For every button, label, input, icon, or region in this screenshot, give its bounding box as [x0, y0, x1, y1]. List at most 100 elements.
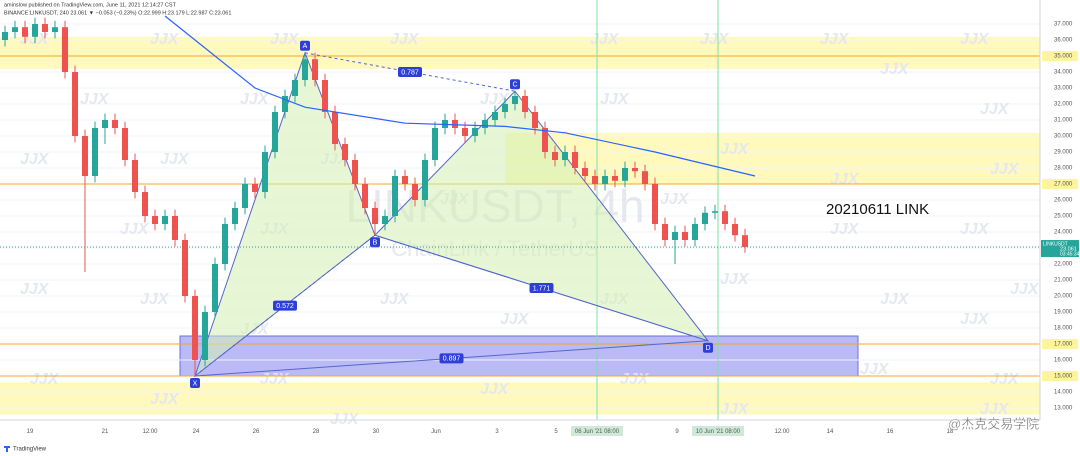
candle-body	[12, 27, 18, 32]
watermark-logo: JJX	[260, 371, 290, 388]
candle-body	[472, 128, 478, 136]
watermark-logo: JJX	[390, 31, 420, 48]
watermark-logo: JJX	[990, 161, 1020, 178]
publisher: aminslow published on TradingView.com, J…	[4, 2, 177, 8]
candle-body	[392, 176, 398, 216]
watermark-logo: JJX	[480, 381, 510, 398]
watermark-logo: JJX	[960, 311, 990, 328]
point-label: C	[512, 82, 517, 89]
candle-body	[342, 144, 348, 160]
candle-body	[502, 104, 508, 112]
candle-body	[302, 59, 308, 80]
x-tick-label: 14	[827, 429, 834, 435]
point-box	[510, 79, 520, 90]
candle-body	[142, 192, 148, 216]
y-tick-label: 16.000	[1054, 358, 1073, 364]
watermark-logo: JJX	[160, 151, 190, 168]
candle-body	[422, 160, 428, 200]
watermark-logo: JJX	[980, 401, 1010, 418]
candle-body	[722, 211, 728, 224]
ratio-label: 0.787	[401, 69, 419, 76]
watermark-logo: JJX	[860, 361, 890, 378]
candle-body	[592, 176, 598, 184]
last-price-value: 23.061	[1060, 246, 1077, 252]
watermark-logo: JJX	[150, 31, 180, 48]
candle-body	[222, 224, 228, 264]
candle-body	[632, 168, 638, 172]
y-tick-label: 32.000	[1054, 102, 1073, 108]
candle-body	[72, 72, 78, 136]
watermark-logo: JJX	[720, 271, 750, 288]
y-tick-label: 36.000	[1054, 38, 1073, 44]
candle-body	[542, 128, 548, 152]
candle-body	[402, 176, 408, 184]
point-box	[703, 342, 713, 353]
x-tick-label: 9	[675, 429, 679, 435]
candle-body	[662, 224, 668, 240]
y-tick-label: 27.000	[1054, 182, 1073, 188]
candle-body	[432, 128, 438, 160]
candle-body	[702, 212, 708, 224]
watermark-logo: JJX	[880, 291, 910, 308]
candle-body	[42, 24, 48, 32]
candle-body	[192, 296, 198, 360]
y-tick-label: 28.000	[1054, 166, 1073, 172]
level-tag	[1042, 339, 1078, 349]
y-tick-label: 33.000	[1054, 86, 1073, 92]
candle-body	[572, 152, 578, 168]
watermark-logo: JJX	[960, 221, 990, 238]
watermark-logo: JJX	[590, 31, 620, 48]
ratio-label: 0.572	[276, 303, 294, 310]
y-tick-label: 20.000	[1054, 294, 1073, 300]
x-tick-label: 24	[193, 429, 200, 435]
candle-body	[332, 112, 338, 144]
candle-body	[612, 176, 618, 181]
candle-body	[312, 59, 318, 80]
candle-body	[372, 208, 378, 224]
watermark-logo: JJX	[660, 191, 690, 208]
candle-body	[162, 216, 168, 224]
candle-body	[412, 184, 418, 200]
candle-body	[292, 80, 298, 96]
y-tick-label: 34.000	[1054, 70, 1073, 76]
y-tick-label: 37.000	[1054, 22, 1073, 28]
candle-body	[132, 160, 138, 192]
watermark-logo: JJX	[980, 101, 1010, 118]
candle-body	[652, 184, 658, 224]
point-label: D	[705, 345, 710, 352]
candle-body	[462, 128, 468, 136]
last-price-tag	[1041, 240, 1079, 258]
watermark-logo: JJX	[830, 171, 860, 188]
y-tick-label: 22.000	[1054, 262, 1073, 268]
watermark-logo: JJX	[120, 221, 150, 238]
candle-body	[232, 208, 238, 224]
candle-body	[692, 224, 698, 240]
candle-body	[92, 128, 98, 176]
point-label: B	[373, 240, 378, 247]
ratio-label: 1.771	[533, 285, 551, 292]
candle-body	[672, 232, 678, 240]
candle-body	[322, 80, 328, 112]
ratio-label: 0.897	[443, 356, 461, 363]
watermark-logo: JJX	[380, 291, 410, 308]
watermark-logo: JJX	[600, 91, 630, 108]
watermark-logo: JJX	[620, 371, 650, 388]
candle-body	[62, 27, 68, 72]
watermark-logo: JJX	[720, 401, 750, 418]
x-tick-label: 3	[495, 429, 499, 435]
y-tick-label: 17.000	[1054, 342, 1073, 348]
watermark-logo: JJX	[960, 31, 990, 48]
watermark-logo: JJX	[1010, 281, 1040, 298]
zone	[505, 132, 1040, 184]
candle-body	[642, 171, 648, 184]
candle-body	[452, 120, 458, 128]
candle-body	[532, 112, 538, 128]
time-tag	[692, 426, 744, 436]
moving-average	[164, 15, 756, 177]
candle-body	[272, 112, 278, 152]
footer: TradingView	[13, 447, 47, 453]
x-tick-label: 18	[947, 429, 954, 435]
candle-body	[32, 24, 38, 37]
